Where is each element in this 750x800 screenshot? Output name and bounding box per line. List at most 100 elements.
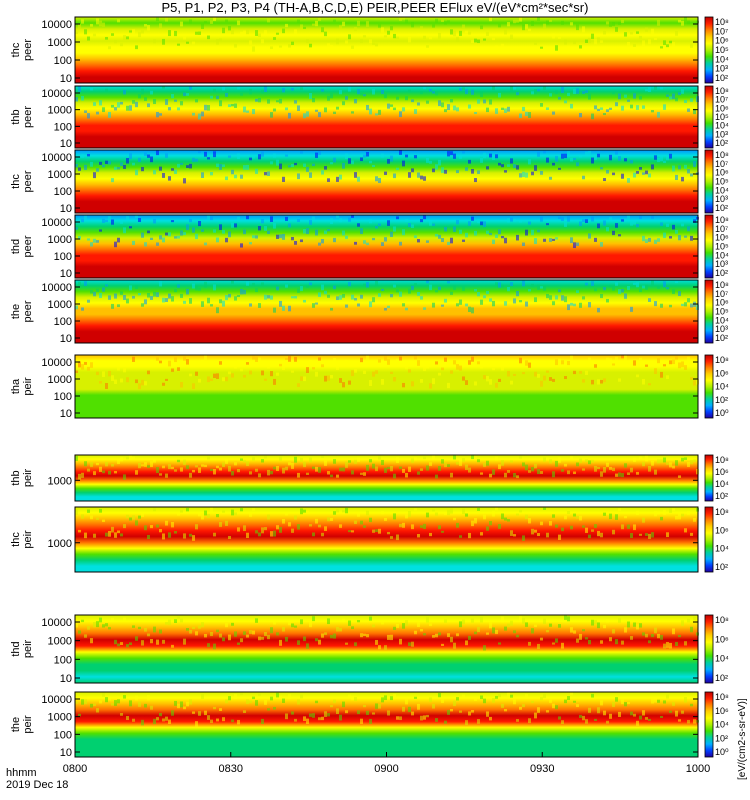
colorbar-tick-label: 10⁶ — [715, 233, 729, 243]
y-tick-label: 100 — [54, 391, 72, 403]
colorbar-unit-label: [eV/(cm2-s-sr-eV)] — [737, 698, 748, 780]
panel-tha_peir: 10000 1000 100 10 tha peir 10⁸ 10⁶ 10⁴ 10² 10⁰ — [10, 354, 729, 420]
panel-thb_peer: 10000 1000 100 10 thb peer 10⁸10⁷10⁶10⁵10⁴10³1… — [10, 85, 729, 150]
panel-frame — [74, 614, 699, 684]
panel-label-instrument: peer — [22, 39, 34, 61]
y-tick-label: 100 — [54, 55, 72, 67]
colorbar-tick-label: 10⁶ — [715, 706, 729, 716]
y-tick-label: 100 — [54, 654, 72, 666]
y-tick-label: 100 — [54, 251, 72, 263]
colorbar-tick-label: 10⁸ — [715, 455, 729, 465]
y-tick-label: 100 — [54, 729, 72, 741]
panel-frame — [74, 85, 699, 149]
panel-label-instrument: peir — [22, 639, 34, 658]
colorbar-tick-label: 10² — [715, 491, 728, 501]
colorbar-tick-label: 10² — [715, 333, 728, 343]
panel-label-probe: thd — [10, 641, 22, 656]
colorbar-tick-label: 10⁵ — [715, 112, 729, 122]
x-tick-label: 0830 — [219, 763, 243, 775]
panel-the_peer: 10000 1000 100 10 the peer 10⁸10⁷10⁶10⁵10⁴10³1… — [10, 279, 729, 345]
heatmap-thb_peir — [75, 455, 698, 501]
colorbar-tick-label: 10² — [715, 268, 728, 278]
colorbar-tick-label: 10⁸ — [715, 692, 729, 702]
colorbar-tick-label: 10⁸ — [715, 150, 729, 160]
colorbar-thb_peir — [704, 454, 714, 502]
colorbar-tick-label: 10³ — [715, 324, 728, 334]
heatmap-texture — [75, 215, 699, 249]
y-tick-label: 10 — [60, 138, 72, 150]
x-tick-label: 0800 — [63, 763, 87, 775]
colorbar-tick-label: 10⁷ — [715, 26, 728, 36]
y-tick-label: 1000 — [48, 105, 72, 117]
panel-thd_peer: 10000 1000 100 10 thd peer 10⁸10⁷10⁶10⁵10⁴10³1… — [10, 214, 729, 280]
colorbar-tick-label: 10⁶ — [715, 525, 729, 535]
y-tick-label: 10 — [60, 408, 72, 420]
y-tick-label: 10 — [60, 747, 72, 759]
colorbar-tick-label: 10² — [715, 562, 728, 572]
panel-thc_peer2: 10000 1000 100 10 thc peer 10⁸10⁷10⁶10⁵10⁴10³1… — [10, 149, 729, 215]
panel-label-probe: thb — [10, 470, 22, 485]
panel-label-instrument: peer — [22, 170, 34, 192]
panel-frame — [74, 214, 699, 279]
panel-label-probe: tha — [10, 378, 22, 394]
colorbar-tick-label: 10⁸ — [715, 280, 729, 290]
panel-label-probe: the — [10, 717, 22, 732]
colorbar-tick-label: 10⁴ — [715, 250, 729, 260]
colorbar-thd_peer — [704, 214, 714, 279]
panel-label-instrument: peer — [22, 106, 34, 128]
colorbar-the_peer — [704, 279, 714, 344]
colorbar-thc_peir — [704, 506, 714, 573]
panel-label-probe: thb — [10, 109, 22, 124]
colorbar-tick-label: 10⁴ — [715, 479, 729, 489]
y-tick-label: 1000 — [48, 712, 72, 724]
colorbar-tick-label: 10⁷ — [715, 159, 728, 169]
y-tick-label: 100 — [54, 186, 72, 198]
colorbar-tick-label: 10⁶ — [715, 467, 729, 477]
colorbar-tick-label: 10³ — [715, 259, 728, 269]
colorbar-tick-label: 10² — [715, 673, 728, 683]
colorbar-tick-label: 10⁴ — [715, 315, 729, 325]
colorbar-tick-label: 10⁵ — [715, 45, 729, 55]
heatmap-texture — [75, 692, 699, 727]
y-tick-label: 10 — [60, 673, 72, 685]
colorbar-tick-label: 10² — [715, 395, 728, 405]
y-tick-label: 1000 — [48, 37, 72, 49]
panel-label-instrument: peir — [22, 715, 34, 734]
colorbar-tick-label: 10⁸ — [715, 86, 729, 96]
date-label: 2019 Dec 18 — [6, 779, 68, 791]
colorbar-tick-label: 10⁴ — [715, 382, 729, 392]
chart-title: P5, P1, P2, P3, P4 (TH-A,B,C,D,E) PEIR,P… — [161, 0, 589, 15]
heatmap-texture — [75, 355, 699, 390]
panel-frame — [74, 149, 699, 214]
panel-label-instrument: peer — [22, 300, 34, 322]
colorbar-tick-label: 10⁸ — [715, 215, 729, 225]
heatmap-thc_peer2 — [75, 150, 698, 213]
panel-label-instrument: peir — [22, 377, 34, 396]
colorbar-tick-label: 10⁷ — [715, 95, 728, 105]
colorbar-tick-label: 10⁴ — [715, 54, 729, 64]
heatmap-thd_peer — [75, 215, 698, 278]
y-tick-label: 10 — [60, 73, 72, 85]
x-tick-label: 1000 — [686, 763, 710, 775]
colorbar-tick-label: 10⁴ — [715, 121, 729, 131]
colorbar-tick-label: 10³ — [715, 64, 728, 74]
heatmap-texture — [75, 507, 699, 541]
y-tick-label: 1000 — [48, 636, 72, 648]
panel-label-probe: thc — [10, 42, 22, 57]
heatmap-texture — [75, 17, 699, 52]
panel-frame — [74, 506, 699, 573]
panel-frame — [74, 279, 699, 344]
colorbar-tick-label: 10⁵ — [715, 307, 729, 317]
panel-frame — [74, 16, 699, 84]
colorbar-thc_peer — [704, 16, 714, 84]
colorbar-tick-label: 10⁶ — [715, 36, 729, 46]
panel-frame — [74, 454, 699, 502]
colorbar-tick-label: 10² — [715, 203, 728, 213]
colorbar-tick-label: 10³ — [715, 129, 728, 139]
y-tick-label: 10000 — [41, 694, 72, 706]
x-row-label: hhmm — [6, 767, 37, 779]
colorbar-tick-label: 10³ — [715, 194, 728, 204]
y-tick-label: 10 — [60, 203, 72, 215]
colorbar-tick-label: 10⁴ — [715, 544, 729, 554]
y-tick-label: 10000 — [41, 19, 72, 31]
